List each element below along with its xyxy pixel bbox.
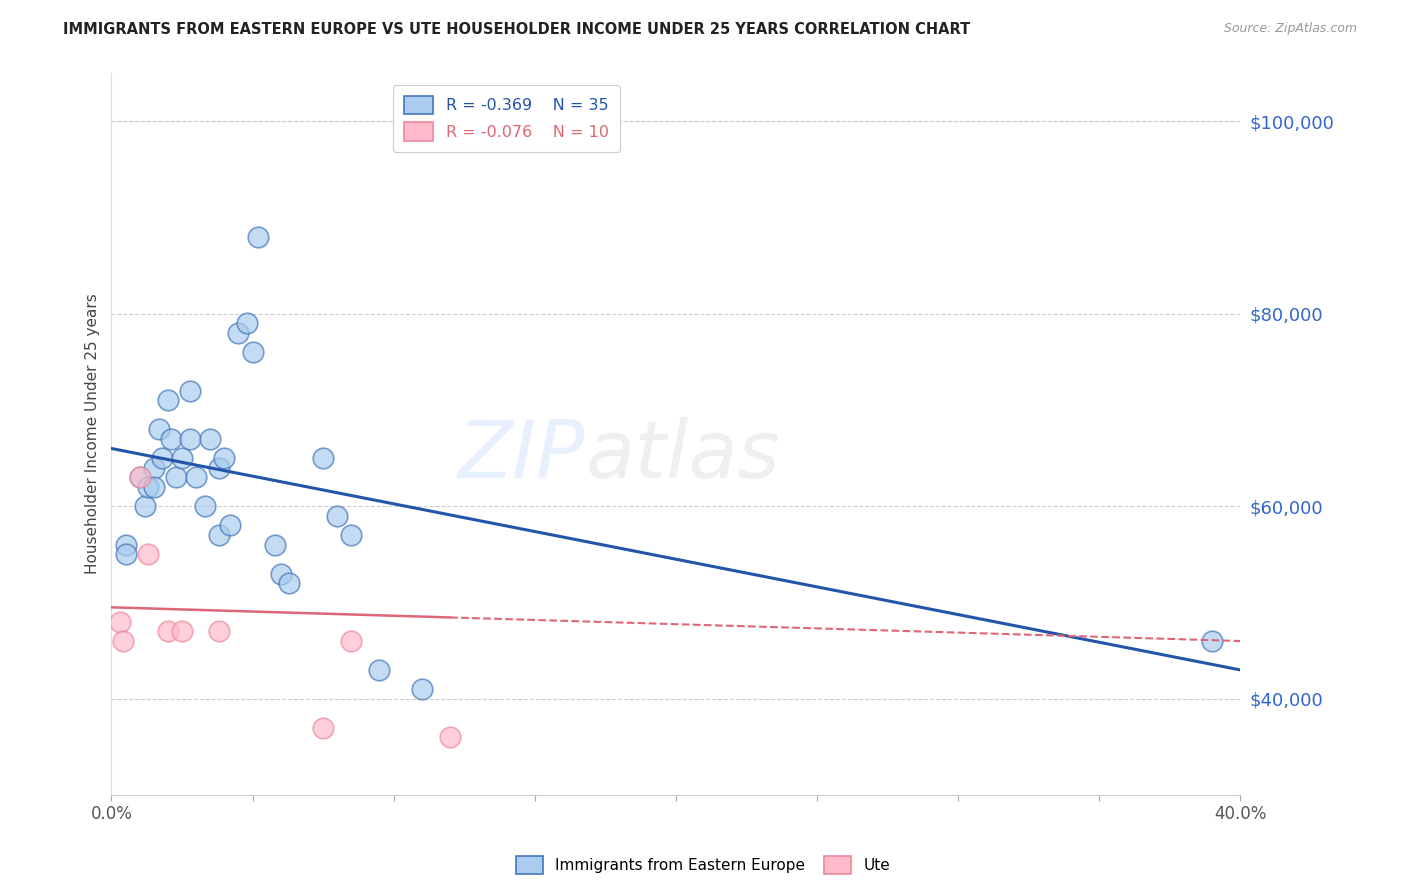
Text: ZIP: ZIP bbox=[458, 417, 585, 495]
Point bbox=[278, 576, 301, 591]
Point bbox=[114, 547, 136, 561]
Point bbox=[179, 384, 201, 398]
Point bbox=[148, 422, 170, 436]
Point bbox=[193, 500, 215, 514]
Legend: R = -0.369    N = 35, R = -0.076    N = 10: R = -0.369 N = 35, R = -0.076 N = 10 bbox=[394, 85, 620, 152]
Point bbox=[156, 393, 179, 408]
Point bbox=[114, 538, 136, 552]
Point bbox=[228, 326, 250, 340]
Point bbox=[368, 663, 391, 677]
Point bbox=[142, 460, 165, 475]
Point bbox=[136, 480, 159, 494]
Point bbox=[340, 634, 363, 648]
Point bbox=[128, 470, 150, 484]
Point bbox=[156, 624, 179, 639]
Point bbox=[208, 528, 231, 542]
Point bbox=[170, 451, 193, 466]
Point bbox=[219, 518, 242, 533]
Point bbox=[208, 460, 231, 475]
Y-axis label: Householder Income Under 25 years: Householder Income Under 25 years bbox=[86, 293, 100, 574]
Point bbox=[340, 528, 363, 542]
Point bbox=[242, 345, 264, 359]
Point bbox=[247, 229, 270, 244]
Point bbox=[198, 432, 221, 446]
Point bbox=[142, 480, 165, 494]
Point bbox=[236, 316, 259, 330]
Point bbox=[214, 451, 236, 466]
Point bbox=[184, 470, 207, 484]
Point bbox=[159, 432, 181, 446]
Point bbox=[170, 624, 193, 639]
Text: atlas: atlas bbox=[585, 417, 780, 495]
Point bbox=[312, 721, 335, 735]
Point bbox=[1201, 634, 1223, 648]
Point bbox=[270, 566, 292, 581]
Legend: Immigrants from Eastern Europe, Ute: Immigrants from Eastern Europe, Ute bbox=[509, 850, 897, 880]
Point bbox=[208, 624, 231, 639]
Point bbox=[179, 432, 201, 446]
Point bbox=[264, 538, 287, 552]
Text: Source: ZipAtlas.com: Source: ZipAtlas.com bbox=[1223, 22, 1357, 36]
Point bbox=[111, 634, 134, 648]
Point bbox=[312, 451, 335, 466]
Point bbox=[136, 547, 159, 561]
Point bbox=[326, 508, 349, 523]
Text: IMMIGRANTS FROM EASTERN EUROPE VS UTE HOUSEHOLDER INCOME UNDER 25 YEARS CORRELAT: IMMIGRANTS FROM EASTERN EUROPE VS UTE HO… bbox=[63, 22, 970, 37]
Point bbox=[128, 470, 150, 484]
Point bbox=[134, 500, 156, 514]
Point bbox=[150, 451, 173, 466]
Point bbox=[411, 682, 433, 697]
Point bbox=[108, 615, 131, 629]
Point bbox=[439, 731, 461, 745]
Point bbox=[165, 470, 187, 484]
